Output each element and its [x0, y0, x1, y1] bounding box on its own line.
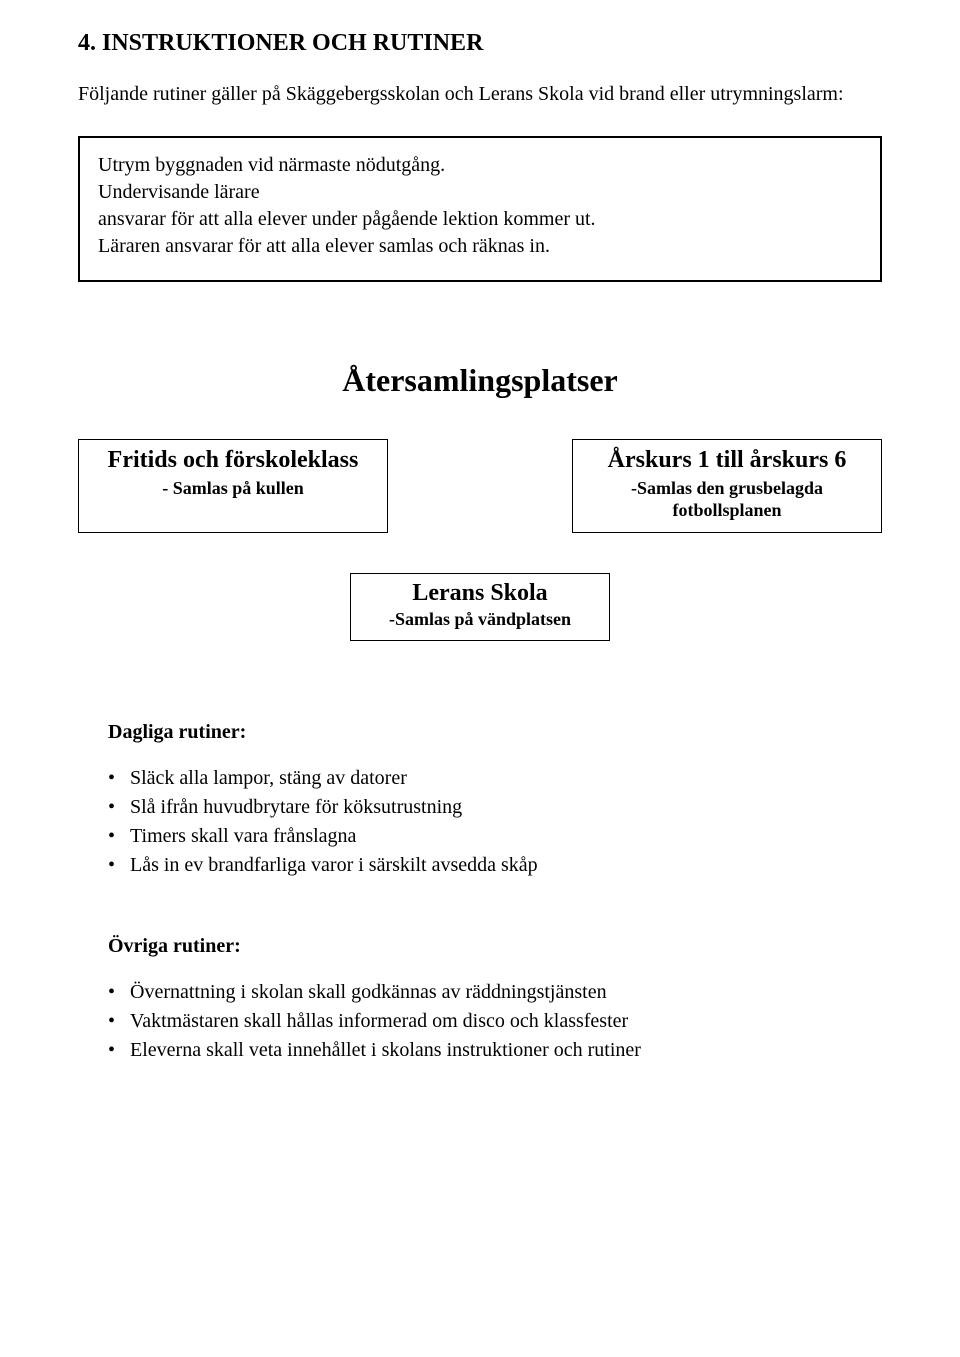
left-box-title: Fritids och förskoleklass [93, 446, 373, 475]
intro-paragraph: Följande rutiner gäller på Skäggebergssk… [78, 81, 882, 108]
daily-heading: Dagliga rutiner: [108, 721, 882, 744]
list-item: Lås in ev brandfarliga varor i särskilt … [108, 851, 882, 879]
list-item: Timers skall vara frånslagna [108, 822, 882, 850]
other-section: Övriga rutiner: Övernattning i skolan sk… [108, 935, 882, 1064]
instruction-box: Utrym byggnaden vid närmaste nödutgång. … [78, 136, 882, 282]
mid-box-title: Lerans Skola [371, 580, 589, 607]
page-heading: 4. INSTRUKTIONER OCH RUTINER [78, 30, 882, 57]
box-line-4: Läraren ansvarar för att alla elever sam… [98, 235, 550, 257]
right-box-sub-2: fotbollsplanen [587, 499, 867, 522]
right-box-title: Årskurs 1 till årskurs 6 [587, 446, 867, 475]
other-list: Övernattning i skolan skall godkännas av… [108, 978, 882, 1064]
left-box-sub: - Samlas på kullen [93, 477, 373, 500]
right-box-sub-1: -Samlas den grusbelagda [587, 477, 867, 500]
list-item: Vaktmästaren skall hållas informerad om … [108, 1007, 882, 1035]
mid-assembly-box: Lerans Skola -Samlas på vändplatsen [350, 573, 610, 641]
other-heading: Övriga rutiner: [108, 935, 882, 958]
assembly-heading: Återsamlingsplatser [78, 362, 882, 399]
left-assembly-box: Fritids och förskoleklass - Samlas på ku… [78, 439, 388, 533]
list-item: Släck alla lampor, stäng av datorer [108, 764, 882, 792]
mid-box-sub: -Samlas på vändplatsen [371, 609, 589, 630]
daily-list: Släck alla lampor, stäng av datorer Slå … [108, 764, 882, 879]
center-assembly-row: Lerans Skola -Samlas på vändplatsen [78, 573, 882, 641]
list-item: Övernattning i skolan skall godkännas av… [108, 978, 882, 1006]
assembly-row: Fritids och förskoleklass - Samlas på ku… [78, 439, 882, 533]
list-item: Eleverna skall veta innehållet i skolans… [108, 1036, 882, 1064]
list-item: Slå ifrån huvudbrytare för köksutrustnin… [108, 793, 882, 821]
daily-section: Dagliga rutiner: Släck alla lampor, stän… [108, 721, 882, 879]
box-line-2: Undervisande lärare [98, 181, 260, 203]
box-line-1: Utrym byggnaden vid närmaste nödutgång. [98, 154, 445, 176]
right-assembly-box: Årskurs 1 till årskurs 6 -Samlas den gru… [572, 439, 882, 533]
box-line-3: ansvarar för att alla elever under pågåe… [98, 208, 596, 230]
